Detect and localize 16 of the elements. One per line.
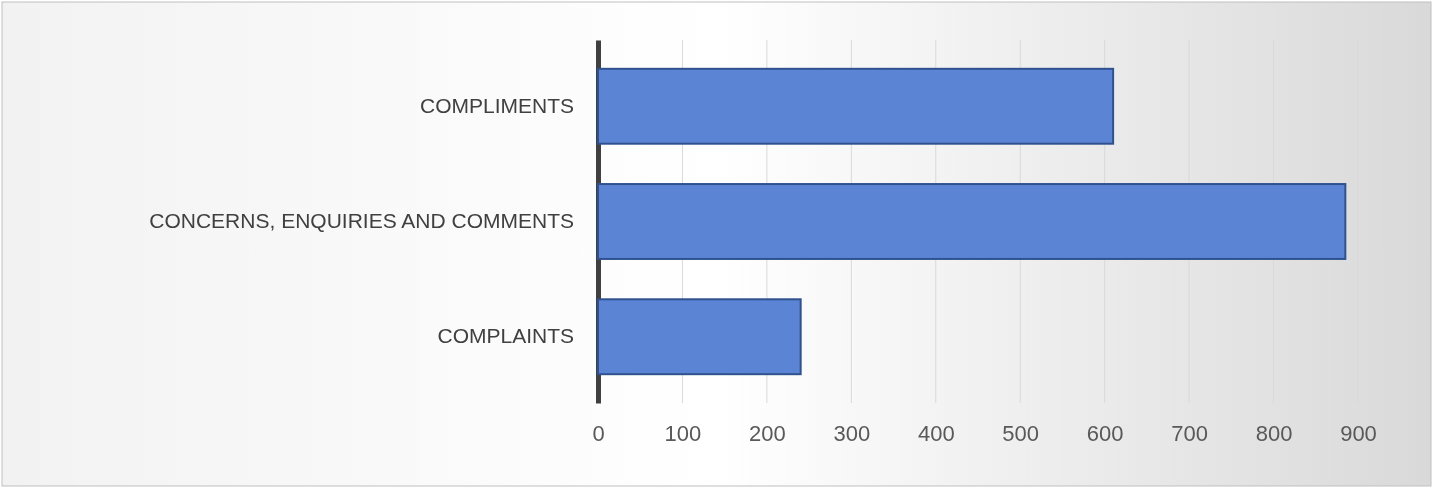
y-tick-label: CONCERNS, ENQUIRIES AND COMMENTS <box>149 209 574 233</box>
x-tick-label: 0 <box>592 420 605 446</box>
y-tick-label: COMPLAINTS <box>437 324 574 348</box>
x-tick-label: 100 <box>664 420 702 446</box>
x-tick-label: 200 <box>749 420 786 446</box>
x-tick-label: 800 <box>1255 420 1293 446</box>
x-tick-label: 900 <box>1340 420 1377 446</box>
x-tick-label: 500 <box>1002 420 1040 446</box>
bar <box>597 298 802 376</box>
x-tick-label: 300 <box>833 420 871 446</box>
bar <box>597 183 1347 260</box>
y-tick-label: COMPLIMENTS <box>419 93 574 117</box>
x-tick-label: 600 <box>1086 420 1124 446</box>
bar <box>597 67 1115 145</box>
x-tick-label: 400 <box>917 420 955 446</box>
x-tick-label: 700 <box>1171 420 1208 446</box>
